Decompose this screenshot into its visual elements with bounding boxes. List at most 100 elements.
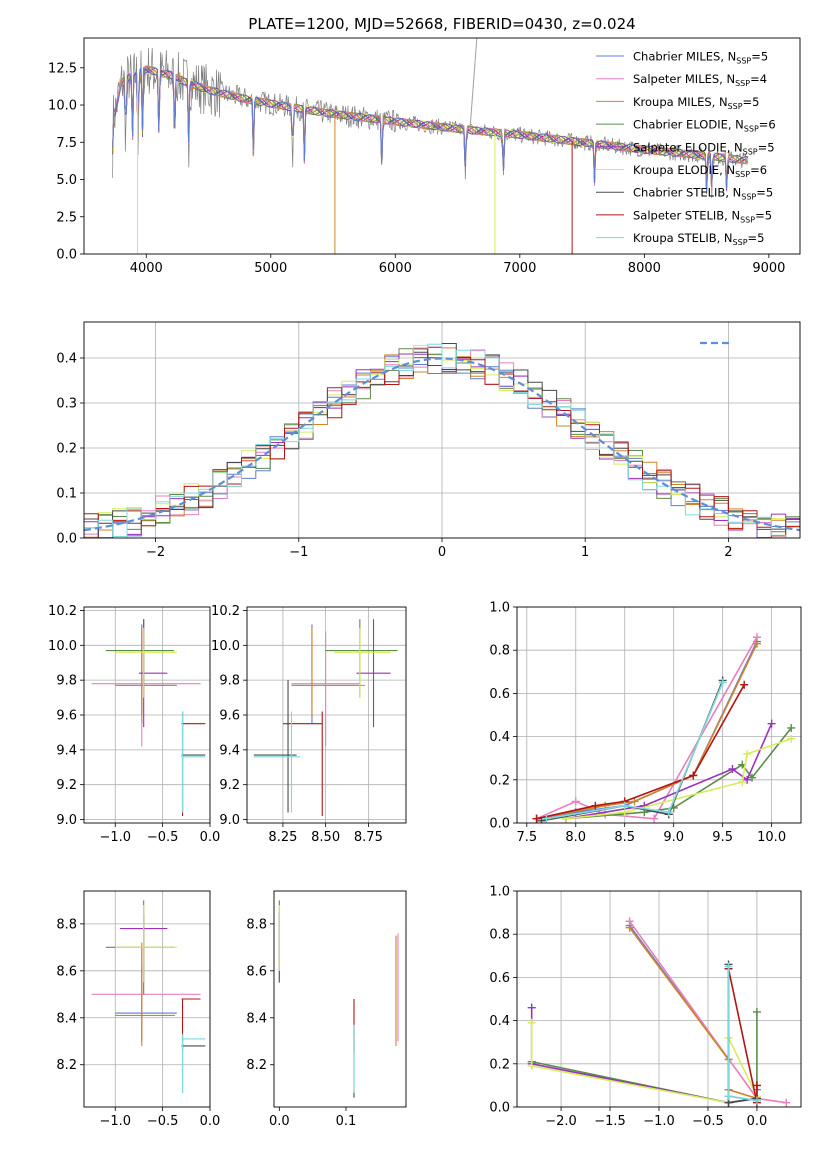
histogram-step (84, 348, 800, 538)
x-tick-label: 7.5 (516, 830, 537, 845)
axes-frame (516, 606, 802, 824)
weight-marker (718, 678, 727, 687)
y-tick-label: 0.3 (56, 397, 77, 412)
legend-entry-tail: =4 (750, 72, 767, 86)
y-tick-label: 0.8 (489, 644, 510, 659)
weight-marker (740, 680, 749, 689)
x-tick-label: 8.50 (311, 830, 340, 845)
plot-area-mass_vs_ebv (278, 900, 399, 1098)
weight-line (536, 636, 758, 820)
legend-entry-sub: SSP (733, 238, 748, 247)
x-tick-label: 0.0 (269, 1114, 290, 1129)
axes-frame (246, 606, 407, 824)
y-tick-label: 0.6 (489, 971, 510, 986)
plot-area-spectrum (112, 38, 749, 254)
legend-entry: Salpeter STELIB, NSSP=5 (633, 208, 772, 224)
legend-entry: Kroupa ELODIE, NSSP=6 (633, 163, 767, 179)
model-spectrum-line (112, 67, 748, 191)
y-tick-label: 10.0 (48, 99, 77, 114)
panel-massweight_vs_Z: −2.0 −1.5 −1.0 −0.5 0.0 0.0 0.2 0.4 0.6 0.8 1.0 (489, 885, 802, 1129)
weight-marker (782, 1098, 791, 1107)
y-tick-label: 0.6 (489, 687, 510, 702)
observed-spike (469, 38, 478, 129)
weight-line (565, 727, 792, 820)
weight-marker (748, 773, 757, 782)
weight-marker (752, 1081, 761, 1090)
plot-area-massweight_vs_Z (517, 891, 801, 1107)
x-tick-label: 4000 (130, 261, 163, 276)
legend-entry-tail: =6 (759, 118, 776, 132)
y-tick-label: 8.4 (246, 1011, 267, 1026)
y-tick-label: 9.6 (219, 709, 240, 724)
y-tick-label: 8.6 (56, 964, 77, 979)
weight-marker (527, 1003, 536, 1012)
figure-title: PLATE=1200, MJD=52668, FIBERID=0430, z=0… (248, 15, 635, 33)
y-tick-label: 10.0 (48, 639, 77, 654)
weight-marker (650, 814, 659, 823)
weight-marker (542, 814, 551, 823)
weight-marker (752, 1007, 761, 1016)
legend-entry-tail: =5 (748, 231, 765, 245)
plot-area-mass_vs_Z (84, 891, 210, 1107)
weight-line (546, 682, 724, 820)
legend-entry-main: Kroupa ELODIE, N (633, 163, 735, 177)
weight-marker (527, 1061, 536, 1070)
x-tick-label: 10.0 (757, 830, 786, 845)
legend-entry-main: Chabrier STELIB, N (633, 186, 741, 200)
y-tick-label: 0.0 (56, 532, 77, 547)
legend-entry: Kroupa MILES, NSSP=5 (633, 95, 759, 111)
legend-entry-sub: SSP (743, 147, 758, 156)
x-tick-label: −0.5 (147, 830, 179, 845)
x-tick-label: 8.5 (614, 830, 635, 845)
weight-marker (738, 777, 747, 786)
y-tick-label: 9.0 (56, 813, 77, 828)
panel-age_vs_Z: −1.0 −0.5 0.0 9.0 9.2 9.4 9.6 9.8 10.0 10.2 (48, 604, 220, 845)
y-tick-label: 7.5 (56, 136, 77, 151)
weight-marker (728, 765, 737, 773)
axes-frame (83, 890, 211, 1108)
y-tick-label: 8.2 (56, 1058, 77, 1073)
x-tick-label: −2 (146, 545, 165, 560)
x-tick-label: 0.0 (200, 830, 221, 845)
panel-mass_vs_ebv: 0.0 0.1 8.2 8.4 8.6 8.8 (246, 890, 407, 1129)
y-tick-label: 0.0 (56, 248, 77, 263)
model-spectrum-line (112, 65, 748, 194)
y-tick-label: 8.6 (246, 964, 267, 979)
panel-massweight_vs_age: 7.5 8.0 8.5 9.0 9.5 10.0 0.0 0.2 0.4 0.6 0.8 1.0 (489, 601, 802, 845)
legend-entry-sub: SSP (736, 57, 751, 66)
legend-entry-main: Chabrier MILES, N (633, 50, 736, 64)
weight-marker (752, 1096, 761, 1105)
x-tick-label: −1.0 (99, 1114, 131, 1129)
x-tick-label: 5000 (254, 261, 287, 276)
weight-line (565, 723, 773, 820)
x-tick-label: 6000 (379, 261, 412, 276)
legend-entry-main: Kroupa STELIB, N (633, 231, 733, 245)
x-tick-label: −0.5 (692, 1114, 724, 1129)
x-tick-label: −1.5 (594, 1114, 626, 1129)
axes-frame (273, 890, 407, 1108)
y-tick-label: 9.2 (56, 778, 77, 793)
x-tick-label: 0 (438, 545, 446, 560)
axes-frame (83, 321, 801, 539)
weight-marker (752, 639, 761, 648)
y-tick-label: 8.8 (56, 917, 77, 932)
panel-spectrum: 4000 5000 6000 7000 8000 9000 0.0 2.5 5.0 7.5 10.0… (48, 37, 801, 276)
plot-area-age_vs_Z (84, 607, 210, 823)
x-tick-label: 0.1 (336, 1114, 357, 1129)
legend-entry-sub: SSP (744, 125, 759, 134)
y-tick-label: 0.2 (489, 1057, 510, 1072)
y-tick-label: 2.5 (56, 210, 77, 225)
x-tick-label: 0.0 (200, 1114, 221, 1129)
y-tick-label: 0.8 (489, 928, 510, 943)
legend-entry-main: Salpeter ELODIE, N (633, 140, 743, 154)
panel-residuals: −2 −1 0 1 2 0.0 0.1 0.2 0.3 0.4 (56, 321, 801, 560)
observed-spectrum-line (112, 47, 749, 199)
legend-entry-sub: SSP (741, 193, 756, 202)
weight-marker (724, 1092, 733, 1101)
legend-entry: Chabrier STELIB, NSSP=5 (633, 186, 773, 202)
y-tick-label: 9.6 (56, 709, 77, 724)
legend-entry-tail: =5 (756, 186, 773, 200)
legend-entry-main: Salpeter STELIB, N (633, 208, 740, 222)
x-tick-label: −2.0 (545, 1114, 577, 1129)
y-tick-label: 1.0 (489, 885, 510, 900)
